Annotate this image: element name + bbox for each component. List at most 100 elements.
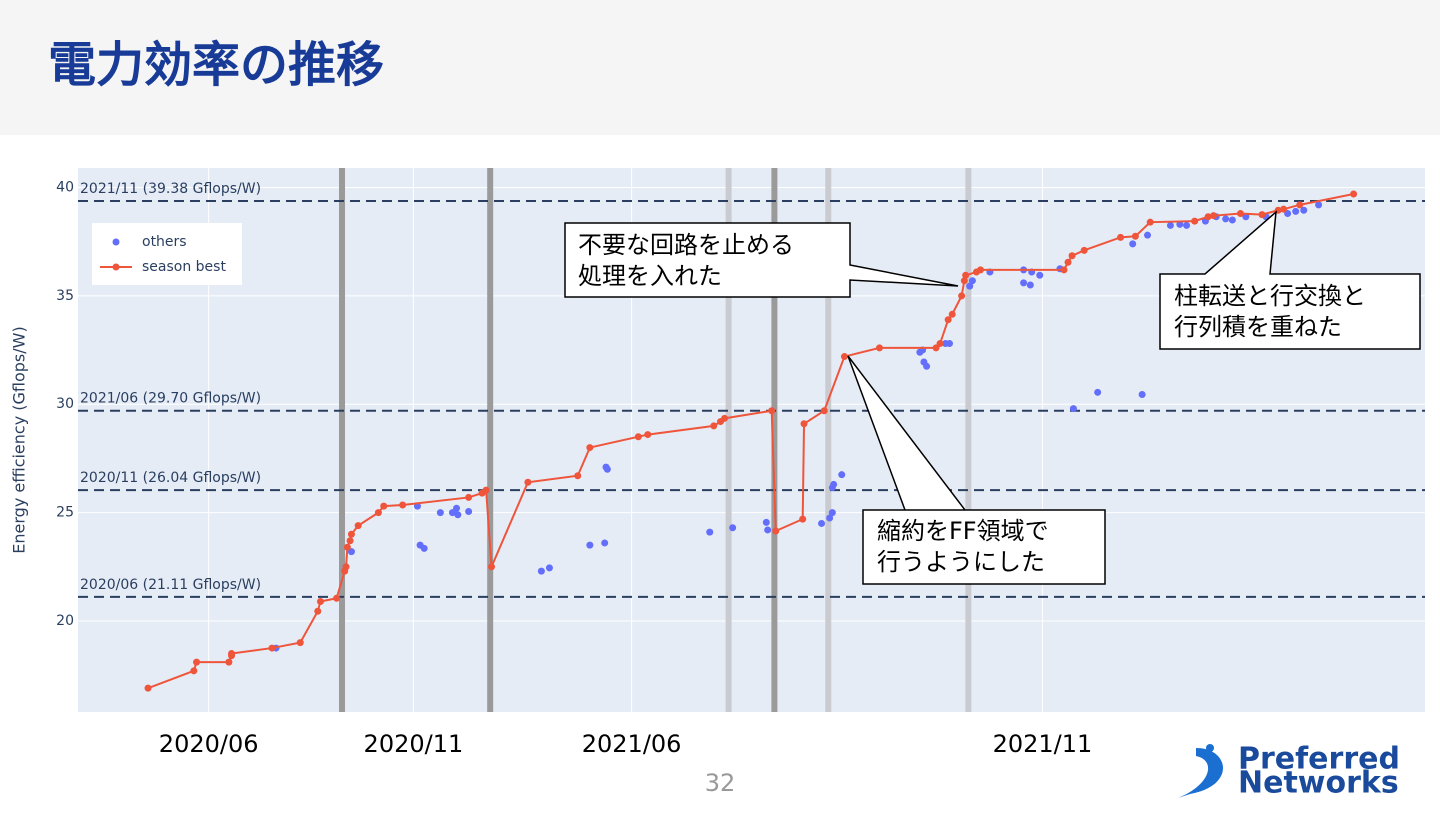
reference-label: 2020/06 (21.11 Gflops/W) — [80, 577, 261, 593]
callout-box — [564, 222, 959, 298]
data-point — [1280, 205, 1288, 213]
callout-text: 不要な回路を止める — [578, 231, 794, 259]
data-point — [574, 472, 582, 480]
data-point — [1036, 271, 1044, 279]
callout-box — [1159, 210, 1421, 350]
page-number: 32 — [705, 769, 736, 797]
data-point — [228, 649, 236, 657]
data-point — [710, 422, 718, 430]
reference-label: 2020/11 (26.04 Gflops/W) — [80, 470, 261, 486]
data-point — [268, 644, 276, 652]
data-point — [820, 407, 828, 415]
y-tick-label: 30 — [56, 396, 74, 412]
data-point — [1146, 218, 1154, 226]
data-point — [190, 667, 198, 675]
x-tick-label: 2020/06 — [159, 730, 259, 758]
data-point — [962, 271, 970, 279]
series-line — [147, 193, 1354, 690]
data-point — [314, 607, 322, 615]
data-point — [374, 509, 382, 517]
data-point — [454, 511, 462, 519]
reference-label: 2021/06 (29.70 Gflops/W) — [80, 391, 261, 407]
data-point — [764, 526, 772, 534]
data-point — [343, 543, 351, 551]
data-point — [1242, 213, 1250, 221]
data-point — [1020, 279, 1028, 287]
data-point — [1183, 221, 1191, 229]
data-point — [944, 316, 952, 324]
data-point — [1292, 207, 1300, 215]
data-point — [465, 508, 473, 516]
legend-marker — [112, 238, 120, 246]
callout-text: 行列積を重ねた — [1174, 313, 1342, 341]
data-point — [772, 527, 780, 535]
data-point — [1064, 258, 1072, 266]
data-point — [193, 658, 201, 666]
data-point — [1204, 213, 1212, 221]
logo-text: Preferred — [1238, 742, 1400, 777]
slide-title: 電力効率の推移 — [48, 37, 384, 93]
data-point — [225, 658, 233, 666]
callout-text: 柱転送と行交換と — [1174, 282, 1366, 310]
data-point — [799, 515, 807, 523]
data-point — [762, 518, 770, 526]
callout-text: 処理を入れた — [578, 262, 722, 290]
legend-label: others — [142, 234, 187, 250]
data-point — [453, 504, 461, 512]
data-point — [537, 567, 545, 575]
legend-label: season best — [142, 259, 226, 275]
data-point — [586, 541, 594, 549]
data-point — [1144, 231, 1152, 239]
logo: Preferred Networks — [1178, 742, 1400, 801]
x-tick-label: 2021/11 — [993, 730, 1093, 758]
data-point — [144, 684, 152, 692]
data-point — [1138, 390, 1146, 398]
y-tick-label: 40 — [56, 180, 74, 196]
data-point — [342, 563, 350, 571]
data-point — [840, 353, 848, 361]
data-point — [875, 344, 883, 352]
data-point — [634, 433, 642, 441]
data-point — [346, 537, 354, 545]
data-point — [347, 530, 355, 538]
data-point — [465, 493, 473, 501]
reference-label: 2021/11 (39.38 Gflops/W) — [80, 181, 261, 197]
data-point — [1228, 216, 1236, 224]
data-point — [1315, 201, 1323, 209]
data-point — [354, 522, 362, 530]
data-point — [436, 509, 444, 517]
data-point — [1258, 211, 1266, 219]
data-point — [601, 539, 609, 547]
data-point — [316, 597, 324, 605]
data-point — [828, 509, 836, 517]
y-tick-label: 20 — [56, 613, 74, 629]
data-point — [1129, 240, 1137, 248]
data-point — [1131, 232, 1139, 240]
data-point — [966, 282, 974, 290]
data-point — [1300, 206, 1308, 214]
data-point — [420, 544, 428, 552]
data-point — [1296, 201, 1304, 209]
data-point — [1069, 405, 1077, 413]
data-point — [603, 465, 611, 473]
data-point — [800, 420, 808, 428]
data-point — [1026, 281, 1034, 289]
data-point — [1060, 266, 1068, 274]
data-point — [706, 528, 714, 536]
logo-text: Networks — [1238, 766, 1399, 801]
data-point — [1080, 246, 1088, 254]
y-tick-label: 25 — [56, 505, 74, 521]
data-point — [729, 524, 737, 532]
data-point — [482, 486, 490, 494]
data-point — [830, 480, 838, 488]
callout-text: 行うようにした — [877, 548, 1045, 576]
data-point — [1191, 217, 1199, 225]
data-point — [644, 431, 652, 439]
x-tick-label: 2021/06 — [582, 730, 682, 758]
data-point — [488, 563, 496, 571]
data-point — [968, 277, 976, 285]
data-point — [1236, 210, 1244, 218]
callout-box — [847, 355, 1106, 585]
